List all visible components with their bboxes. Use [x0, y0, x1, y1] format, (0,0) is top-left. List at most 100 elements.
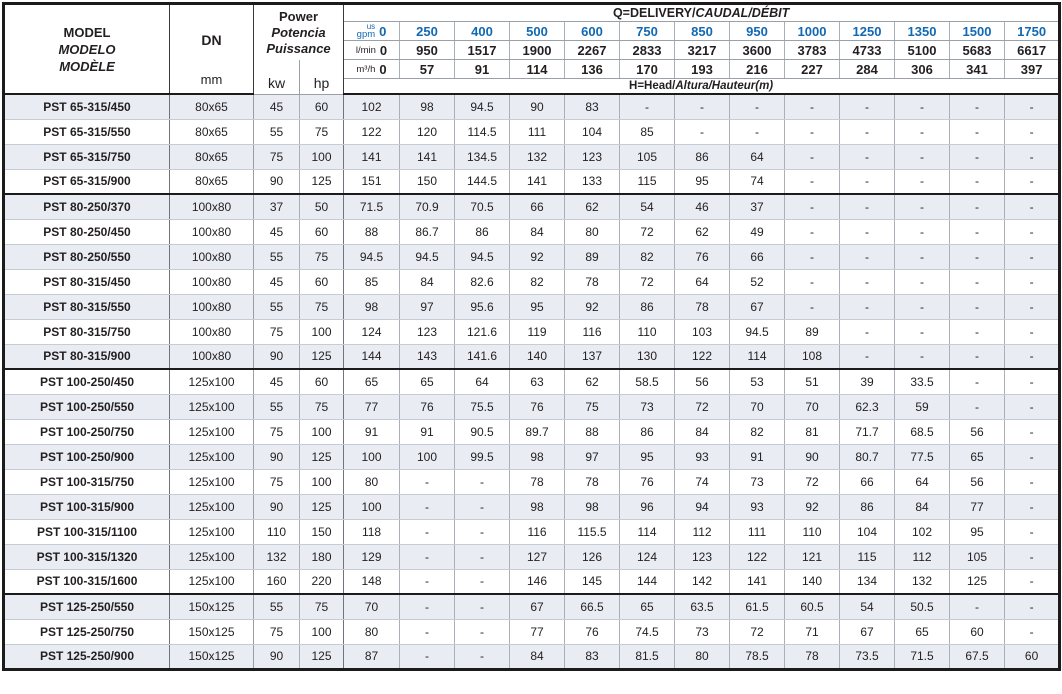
head-cell: 56 — [949, 469, 1006, 495]
model-cell: PST 65-315/750 — [3, 144, 170, 170]
head-cell: 141 — [509, 169, 566, 195]
head-cell: - — [839, 344, 896, 370]
head-cell: 82.6 — [454, 269, 511, 295]
dn-cell: 150x125 — [169, 644, 254, 669]
hp-cell: 60 — [299, 219, 345, 245]
table-row: PST 125-250/900 150x125 90 125 87- -84 83 81.5 8… — [3, 644, 1060, 669]
head-cell: - — [949, 244, 1006, 270]
head-cell: 122 — [343, 119, 401, 145]
head-cell: 73 — [619, 394, 676, 420]
head-cell: 94.5 — [454, 244, 511, 270]
head-cell: - — [399, 519, 456, 545]
flow-value: 1350 — [894, 21, 951, 41]
kw-cell: 37 — [253, 194, 300, 220]
head-cell: 84 — [894, 494, 951, 520]
gpm-zero-value: 0 — [379, 23, 387, 39]
head-cell: - — [784, 194, 841, 220]
head-cell: 112 — [674, 519, 731, 545]
head-cell: 103 — [674, 319, 731, 345]
head-cell: 89 — [564, 244, 621, 270]
head-cell: - — [1004, 594, 1060, 620]
table-row: PST 80-315/550 100x80 55 75 98 97 95.6 95 92 86 78… — [3, 294, 1060, 320]
head-cell: - — [949, 369, 1006, 395]
head-cell: 54 — [839, 594, 896, 620]
kw-cell: 90 — [253, 494, 300, 520]
head-cell: 62 — [674, 219, 731, 245]
head-cell: - — [1004, 444, 1060, 470]
head-cell: 64 — [894, 469, 951, 495]
head-cell: 73 — [674, 619, 731, 645]
head-cell: 84 — [399, 269, 456, 295]
flow-value: 114 — [509, 59, 566, 79]
head-cell: - — [949, 344, 1006, 370]
head-cell: - — [1004, 169, 1060, 195]
model-cell: PST 80-250/370 — [3, 194, 170, 220]
model-cell: PST 65-315/450 — [3, 94, 170, 120]
head-cell: 78 — [509, 469, 566, 495]
flow-value: 5100 — [894, 40, 951, 60]
table-row: PST 80-315/450 100x80 45 60 85 84 82.6 82 78 72 64… — [3, 269, 1060, 295]
head-cell: - — [399, 619, 456, 645]
head-cell: - — [894, 269, 951, 295]
head-cell: 94.5 — [454, 94, 511, 120]
delivery-title: Q=DELIVERY/CAUDAL/DÉBIT — [343, 3, 1060, 22]
kw-cell: 90 — [253, 344, 300, 370]
head-cell: 64 — [729, 144, 786, 170]
flow-value: 5683 — [949, 40, 1006, 60]
gpm-unit-cell: us gpm 0 — [343, 21, 401, 41]
head-cell: - — [1004, 319, 1060, 345]
table-row: PST 100-315/1320 125x100 132 180 129- -127 126… — [3, 544, 1060, 570]
model-label-fr: MODÈLE — [59, 58, 115, 74]
head-cell: 58.5 — [619, 369, 676, 395]
hp-cell: 220 — [299, 569, 345, 595]
head-cell: 94.5 — [729, 319, 786, 345]
head-cell: 94.5 — [399, 244, 456, 270]
head-cell: 146 — [509, 569, 566, 595]
hp-cell: 125 — [299, 444, 345, 470]
hp-cell: 60 — [299, 269, 345, 295]
head-cell: 100 — [343, 494, 401, 520]
head-cell: 89.7 — [509, 419, 566, 445]
head-cell: 66 — [729, 244, 786, 270]
head-cell: 66.5 — [564, 594, 621, 620]
flow-value: 2267 — [564, 40, 621, 60]
head-cell: 72 — [674, 394, 731, 420]
kw-cell: 75 — [253, 319, 300, 345]
hp-cell: 180 — [299, 544, 345, 570]
lmin-unit-cell: l/min 0 — [343, 40, 401, 60]
head-cell: 85 — [343, 269, 401, 295]
head-cell: 39 — [839, 369, 896, 395]
head-cell: - — [949, 394, 1006, 420]
head-cell: 78 — [564, 269, 621, 295]
head-cell: 67 — [509, 594, 566, 620]
head-cell: - — [839, 94, 896, 120]
model-cell: PST 80-250/550 — [3, 244, 170, 270]
head-cell: 50.5 — [894, 594, 951, 620]
lmin-row: l/min 0 950 1517 1900 2267 2833 3217 3600 3783 4… — [4, 40, 1060, 60]
hp-cell: 100 — [299, 469, 345, 495]
dn-cell: 80x65 — [169, 144, 254, 170]
dn-cell: 80x65 — [169, 119, 254, 145]
head-cell: 98 — [343, 294, 401, 320]
head-cell: 82 — [729, 419, 786, 445]
hp-cell: 50 — [299, 194, 345, 220]
m3h-zero-value: 0 — [379, 61, 387, 77]
head-cell: 100 — [343, 444, 401, 470]
head-cell: 67 — [729, 294, 786, 320]
head-cell: - — [1004, 419, 1060, 445]
head-cell: 95 — [949, 519, 1006, 545]
head-cell: - — [949, 194, 1006, 220]
head-cell: 90.5 — [454, 419, 511, 445]
head-cell: - — [399, 569, 456, 595]
head-cell: 80 — [343, 619, 401, 645]
kw-cell: 110 — [253, 519, 300, 545]
head-cell: 81 — [784, 419, 841, 445]
table-row: PST 100-315/900 125x100 90 125 100- -98 98 96 94… — [3, 494, 1060, 520]
head-cell: 86 — [839, 494, 896, 520]
head-cell: - — [949, 219, 1006, 245]
table-row: PST 100-250/450 125x100 45 60 65 65 64 63 62 58.5… — [3, 369, 1060, 395]
dn-cell: 100x80 — [169, 294, 254, 320]
model-cell: PST 80-315/750 — [3, 319, 170, 345]
table-row: PST 80-250/550 100x80 55 75 94.5 94.5 94.5 92 89… — [3, 244, 1060, 270]
dn-cell: 125x100 — [169, 394, 254, 420]
